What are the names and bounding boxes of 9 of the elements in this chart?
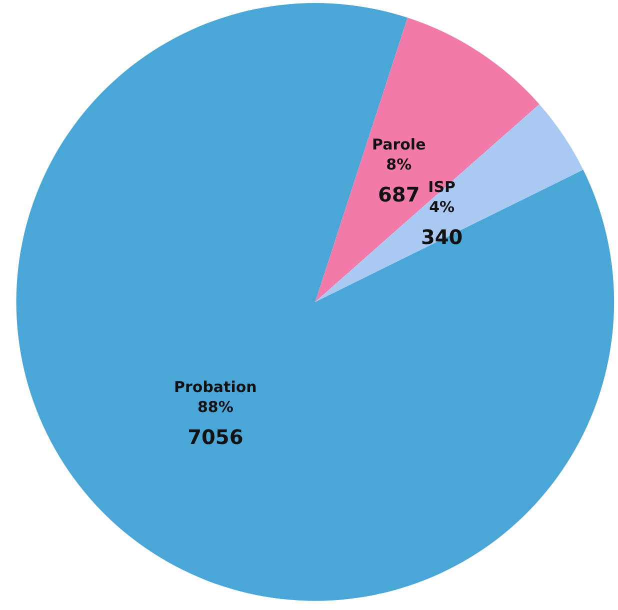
text: 88% xyxy=(197,398,234,416)
data-label: 687 xyxy=(378,182,420,207)
text: 8% xyxy=(386,156,412,174)
data-label: 7056 xyxy=(188,425,244,450)
text: 4% xyxy=(429,198,455,216)
slice-label: Parole xyxy=(372,136,426,154)
data-label: 340 xyxy=(420,225,463,250)
slice-label: Probation xyxy=(174,378,257,396)
slice-label: ISP xyxy=(428,178,456,196)
